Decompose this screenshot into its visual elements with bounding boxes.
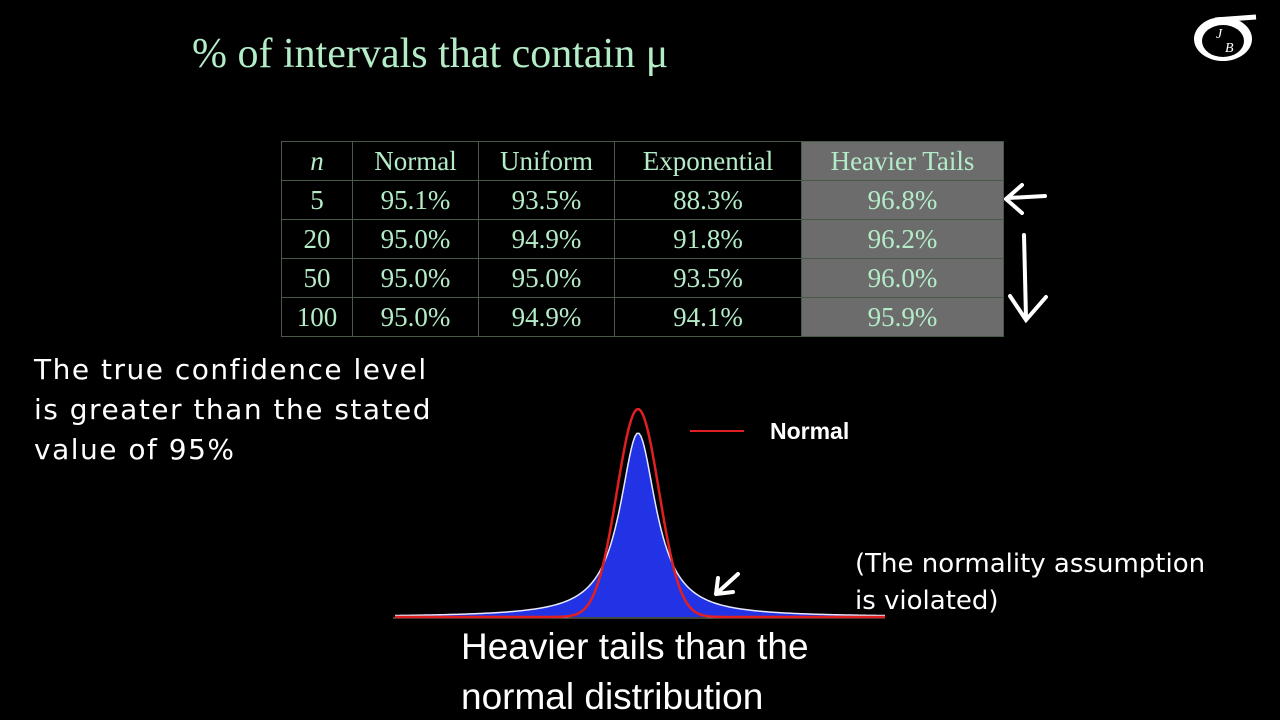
header-cell: Heavier Tails [801, 141, 1004, 181]
text-line: (The normality assumption [855, 549, 1206, 579]
normal-curve [395, 407, 885, 619]
table-cell: 95.0% [352, 258, 479, 298]
header-cell: Exponential [614, 141, 802, 181]
aside: (The normality assumption is violated) [855, 546, 1205, 620]
note: The true confidence level is greater than… [34, 350, 432, 470]
table-row: 50 95.0% 95.0% 93.5% 96.0% [281, 258, 1004, 298]
heavy-tail-curve [394, 432, 886, 617]
table-cell: 50 [281, 258, 353, 298]
text-line: The true confidence level [34, 353, 428, 386]
table-cell: 93.5% [478, 180, 615, 220]
table-cell: 94.9% [478, 297, 615, 337]
table-cell: 95.0% [352, 219, 479, 259]
logo-letter: J [1216, 27, 1223, 42]
table-row: 20 95.0% 94.9% 91.8% 96.2% [281, 219, 1004, 259]
table-cell: 94.9% [478, 219, 615, 259]
results-table: n Normal Uniform Exponential Heavier Tails 5 9… [281, 141, 1004, 337]
table-cell: 91.8% [614, 219, 802, 259]
text-line: Heavier tails than the [461, 626, 809, 667]
table-cell: 96.0% [801, 258, 1004, 298]
table-cell: 93.5% [614, 258, 802, 298]
table-cell: 100 [281, 297, 353, 337]
header-cell: n [281, 141, 353, 181]
text-line: normal distribution [461, 676, 764, 717]
table-cell: 95.1% [352, 180, 479, 220]
table-row: 100 95.0% 94.9% 94.1% 95.9% [281, 297, 1004, 337]
header-cell: Normal [352, 141, 479, 181]
slide-title: % of intervals that contain μ [192, 31, 669, 77]
text-line: value of 95% [34, 433, 236, 466]
table-cell: 95.0% [352, 297, 479, 337]
header-cell: Uniform [478, 141, 615, 181]
table-cell: 88.3% [614, 180, 802, 220]
header-row: n Normal Uniform Exponential Heavier Tails [281, 141, 1004, 181]
legend-label: Normal [770, 418, 850, 444]
heavy-tail-area [395, 433, 885, 617]
density-plot [393, 407, 886, 619]
table-cell: 94.1% [614, 297, 802, 337]
text-line: is violated) [855, 586, 999, 616]
table-cell: 96.8% [801, 180, 1004, 220]
table-row: 5 95.1% 93.5% 88.3% 96.8% [281, 180, 1004, 220]
table-cell: 5 [281, 180, 353, 220]
table-cell: 20 [281, 219, 353, 259]
caption: Heavier tails than the normal distributio… [461, 622, 809, 720]
table-cell: 95.0% [478, 258, 615, 298]
logo: J B [1194, 14, 1257, 61]
text-line: is greater than the stated [34, 393, 433, 426]
table-cell: 96.2% [801, 219, 1004, 259]
table-cell: 95.9% [801, 297, 1004, 337]
logo-letter: B [1225, 41, 1234, 56]
